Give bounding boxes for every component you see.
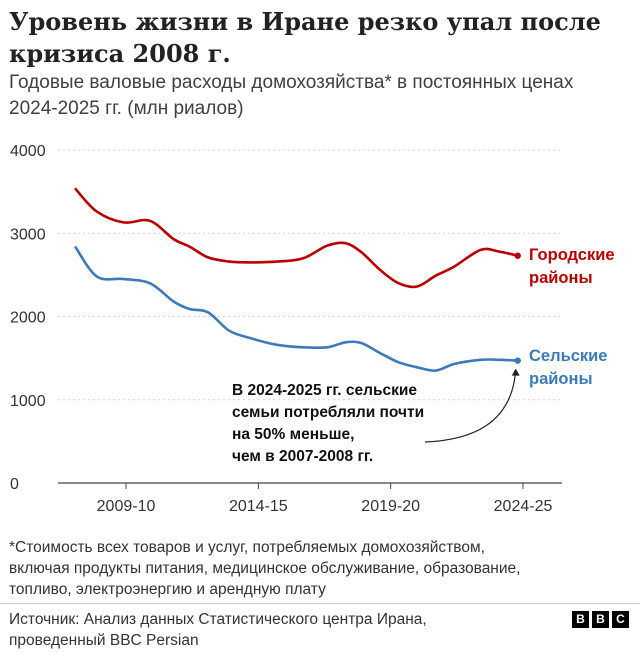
y-axis-ticks: 0 1000 2000 3000 4000	[10, 143, 46, 493]
series-label: районы	[529, 370, 593, 388]
footnote-line: *Стоимость всех товаров и услуг, потребл…	[9, 539, 485, 556]
series-label: Городские	[529, 246, 615, 264]
y-tick-label: 0	[10, 476, 19, 493]
source-note: Источник: Анализ данных Статистического …	[9, 609, 529, 651]
footer-divider	[0, 603, 640, 604]
bbc-logo-letter: B	[592, 611, 609, 628]
y-tick-label: 1000	[10, 393, 46, 410]
footnote-line: топливо, электроэнергию и арендную плату	[9, 581, 326, 598]
annotation: В 2024-2025 гг. сельские семьи потребляли…	[232, 368, 520, 465]
footnote: *Стоимость всех товаров и услуг, потребл…	[9, 537, 629, 600]
series-lines	[74, 187, 521, 372]
annotation-line: чем в 2007-2008 гг.	[232, 448, 373, 465]
annotation-line: семьи потребляли почти	[232, 404, 424, 421]
x-tick-label: 2019-20	[361, 498, 420, 515]
annotation-arrow	[424, 369, 517, 443]
bbc-logo-letter: C	[612, 611, 629, 628]
x-tick-label: 2014-15	[229, 498, 288, 515]
series-end-dot	[514, 357, 521, 364]
bbc-logo: B B C	[572, 611, 629, 628]
annotation-line: В 2024-2025 гг. сельские	[232, 382, 417, 399]
series-line	[74, 187, 519, 289]
source-line: Источник: Анализ данных Статистического …	[9, 611, 427, 628]
source-line: проведенный BBC Persian	[9, 632, 199, 649]
y-tick-label: 3000	[10, 226, 46, 243]
annotation-arrowhead	[511, 368, 520, 376]
bbc-logo-letter: B	[572, 611, 589, 628]
footnote-line: включая продукты питания, медицинское об…	[9, 560, 521, 577]
chart-subtitle: Годовые валовые расходы домохозяйства* в…	[9, 72, 574, 119]
y-tick-label: 4000	[10, 143, 46, 160]
x-tick-label: 2024-25	[494, 498, 553, 515]
series-label: районы	[529, 269, 593, 287]
x-axis: 2009-10 2014-15 2019-20 2024-25	[97, 483, 553, 515]
annotation-line: на 50% меньше,	[232, 426, 354, 443]
y-tick-label: 2000	[10, 310, 46, 327]
series-labels: Городские районы Сельские районы	[529, 246, 615, 388]
x-tick-label: 2009-10	[97, 498, 156, 515]
series-label: Сельские	[529, 347, 607, 365]
grid-lines	[58, 149, 562, 484]
chart-title: Уровень жизни в Иране резко упал после к…	[9, 7, 601, 68]
series-line	[74, 246, 519, 372]
series-end-dot	[514, 252, 521, 259]
